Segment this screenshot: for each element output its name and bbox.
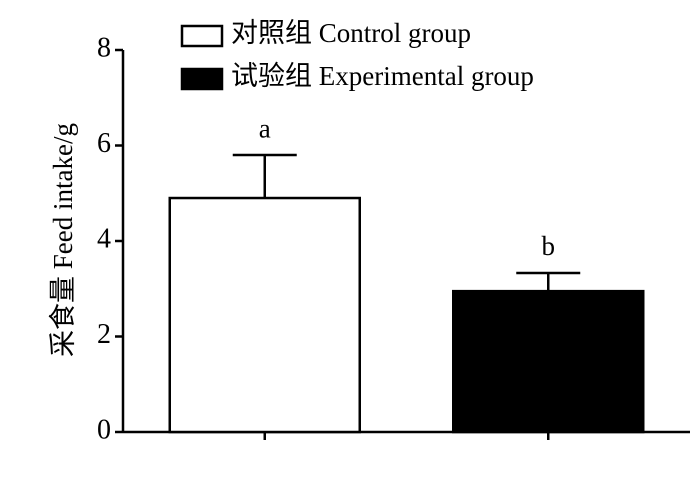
y-tick-label: 6 (97, 128, 111, 159)
legend-label: 对照组 Control group (231, 18, 471, 48)
y-axis-label: 采食量 Feed intake/g (48, 123, 78, 357)
y-tick-label: 0 (97, 414, 111, 445)
bar (452, 289, 645, 434)
significance-label: b (542, 231, 556, 261)
y-tick-label: 4 (97, 223, 111, 254)
legend-swatch (180, 67, 224, 91)
legend-swatch (180, 24, 224, 48)
y-tick-label: 8 (97, 32, 111, 63)
legend-label: 试验组 Experimental group (231, 61, 534, 91)
significance-label: a (259, 113, 271, 143)
bar (168, 196, 361, 434)
y-tick-label: 2 (97, 319, 111, 350)
